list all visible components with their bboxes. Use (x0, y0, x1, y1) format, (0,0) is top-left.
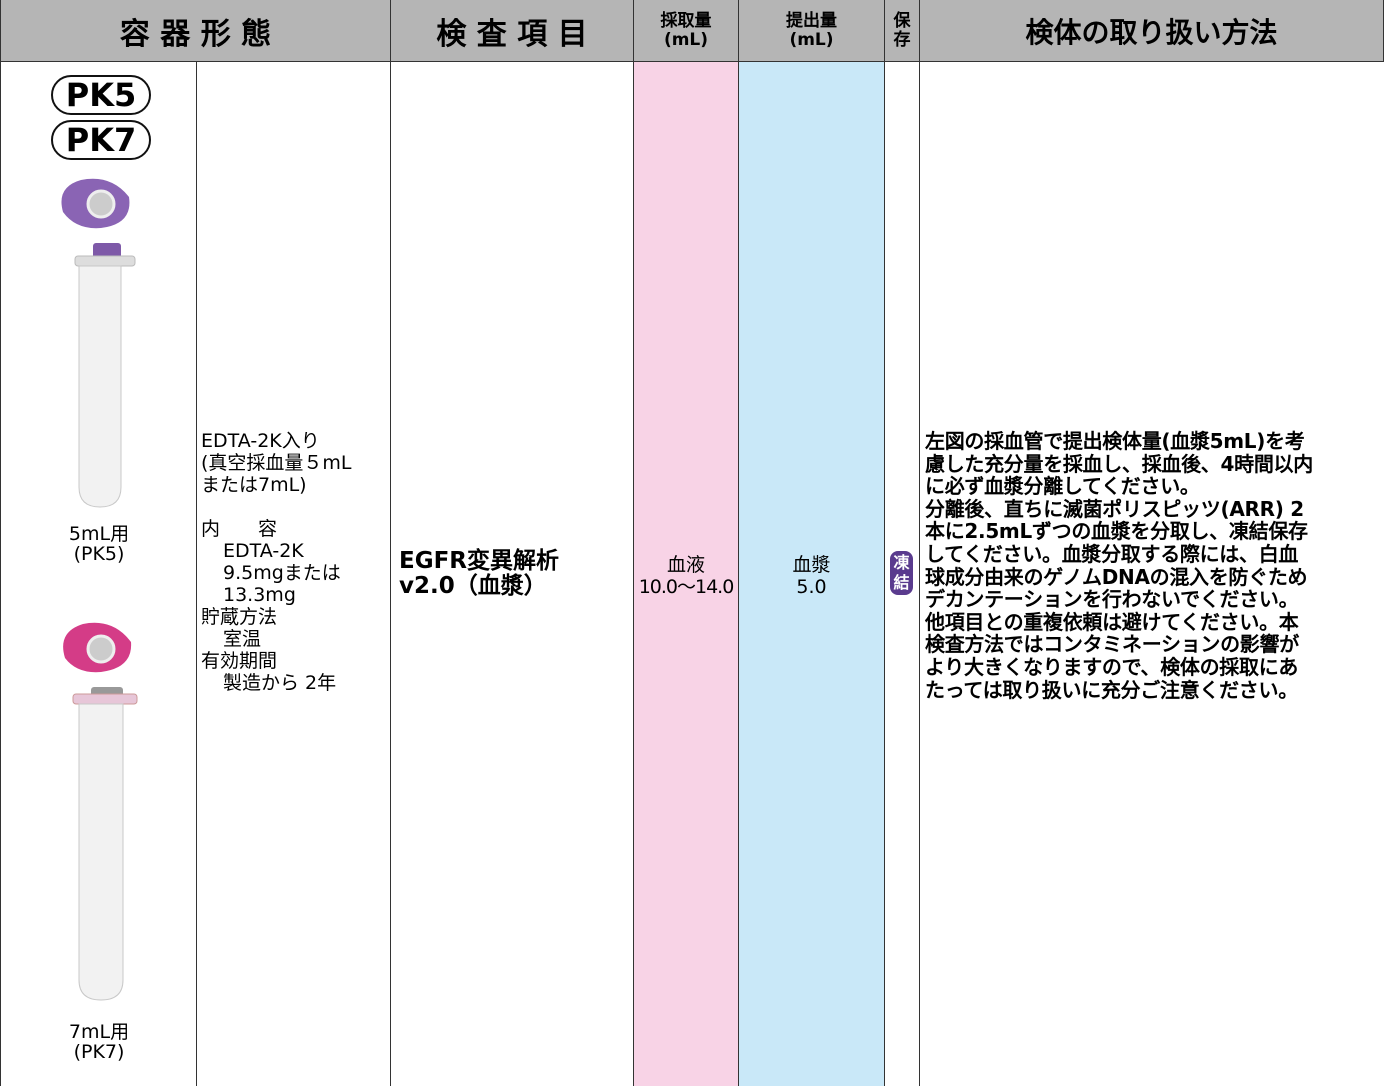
storage-char: 凍 (893, 553, 910, 572)
submission-cell: 血漿 5.0 (739, 62, 885, 1086)
header-text: 存 (893, 29, 911, 50)
desc-line: または7mL) (201, 474, 307, 496)
desc-value: 製造から 2年 (223, 672, 337, 694)
handling-line: 本に2.5mLずつの血漿を分取し、凍結保存 (925, 519, 1308, 544)
handling-text: 左図の採血管で提出検体量(血漿5mL)を考 慮した充分量を採血し、採血後、4時間以… (925, 430, 1313, 701)
handling-line: 検査方法ではコンタミネーションの影響が (925, 632, 1299, 657)
handling-cell: 左図の採血管で提出検体量(血漿5mL)を考 慮した充分量を採血し、採血後、4時間以… (920, 62, 1384, 1086)
header-text: (mL) (663, 29, 709, 50)
handling-line: 他項目との重複依頼は避けてください。本 (925, 609, 1299, 634)
handling-line: 球成分由来のゲノムDNAの混入を防ぐため (925, 564, 1308, 589)
header-text: 保 (893, 10, 911, 31)
desc-label: 貯蔵方法 (201, 606, 278, 628)
header-cell: 検体の取り扱い方法 (920, 0, 1384, 62)
tube-illustrations (61, 178, 138, 1001)
submission: 血漿 5.0 (739, 554, 884, 598)
desc-value: 9.5mgまたは (223, 562, 341, 584)
header-cell: 採取量 (mL) (634, 0, 739, 62)
cap-hole (86, 189, 116, 219)
storage-char: 結 (893, 573, 910, 592)
tube-label-line: 7mL用 (68, 1021, 130, 1043)
desc-label: 有効期間 (201, 650, 278, 672)
collection: 血液 10.0～14.0 (634, 554, 738, 598)
handling-line: より大きくなりますので、検体の採取にあ (925, 654, 1299, 679)
test-name-line: v2.0（血漿） (399, 573, 547, 599)
header-cell: 提出量 (mL) (739, 0, 885, 62)
header-text: 採取量 (660, 10, 712, 31)
tube-label-line: (PK7) (73, 1041, 125, 1063)
tube-rim (74, 255, 136, 267)
badge: PK5 (51, 75, 151, 115)
storage-cell: 凍結 (885, 62, 920, 1086)
tube (78, 703, 124, 1001)
header-text: 容 器 形 態 (119, 16, 272, 52)
header-cell: 容 器 形 態 (0, 0, 391, 62)
volume: 10.0～14.0 (638, 576, 735, 598)
test-name: EGFR変異解析 v2.0（血漿） (399, 549, 559, 599)
tube-rim (72, 693, 138, 705)
collection-cell: 血液 10.0～14.0 (634, 62, 739, 1086)
container-desc: EDTA-2K入り (真空採血量５mL または7mL) 内 容 EDTA-2K 9.5mg… (201, 430, 352, 694)
desc-line: EDTA-2K入り (201, 430, 320, 452)
tube (78, 265, 122, 508)
desc-label: 内 容 (201, 518, 278, 540)
container-desc-cell: EDTA-2K入り (真空採血量５mL または7mL) 内 容 EDTA-2K 9.5mg… (197, 62, 391, 1086)
header-text: 提出量 (786, 10, 837, 31)
badge: PK7 (51, 120, 151, 160)
test-name-line: EGFR変異解析 (399, 548, 560, 574)
volume: 5.0 (796, 576, 827, 598)
header-text: (mL) (789, 29, 834, 50)
specimen: 血液 (666, 554, 705, 576)
tube-label: 7mL用 (PK7) (1, 1022, 197, 1062)
desc-value: 室温 (223, 628, 262, 650)
desc-value: 13.3mg (223, 584, 296, 606)
handling-line: 左図の採血管で提出検体量(血漿5mL)を考 (925, 429, 1305, 453)
test-cell: EGFR変異解析 v2.0（血漿） (391, 62, 634, 1086)
cap-hole (86, 634, 116, 664)
handling-line: 慮した充分量を採血し、採血後、4時間以内 (925, 451, 1313, 476)
header-text: 検 査 項 目 (436, 16, 588, 52)
handling-line: デカンテーションを行わないでください。 (925, 587, 1299, 612)
header-cell: 保存 (885, 0, 920, 62)
handling-line: してください。血漿分取する際には、白血 (925, 541, 1299, 566)
tube-label: 5mL用 (PK5) (1, 524, 197, 564)
tube-label-line: 5mL用 (68, 523, 130, 545)
tube-label-line: (PK5) (73, 543, 125, 565)
desc-value: EDTA-2K (223, 540, 304, 562)
storage-badge: 凍結 (890, 551, 913, 595)
desc-line: (真空採血量５mL (201, 452, 352, 474)
header-cell: 検 査 項 目 (391, 0, 634, 62)
handling-line: に必ず血漿分離してください。 (925, 474, 1200, 499)
specimen: 血漿 (792, 554, 831, 576)
handling-line: 分離後、直ちに滅菌ポリスピッツ(ARR) 2 (925, 496, 1304, 521)
header-text: 検体の取り扱い方法 (1025, 15, 1278, 49)
handling-line: たっては取り扱いに充分ご注意ください。 (925, 677, 1298, 702)
image-cell: PK5 PK7 5mL用 (PK5) 7mL用 (PK7) (0, 62, 197, 1086)
